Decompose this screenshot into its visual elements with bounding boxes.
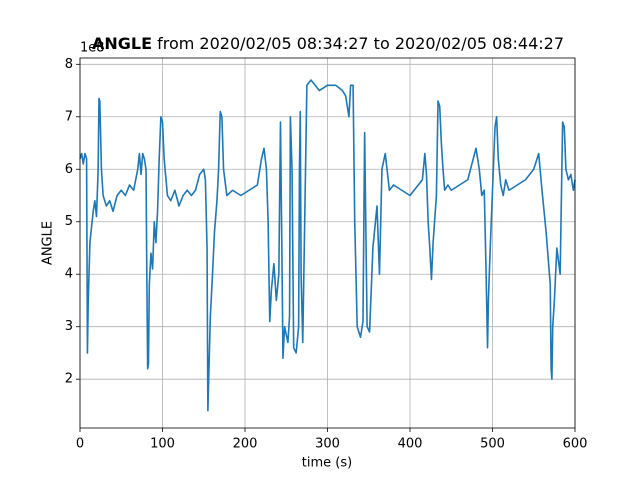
y-axis-label: ANGLE	[41, 221, 56, 265]
title-bold: ANGLE	[92, 34, 152, 53]
title-rest: from 2020/02/05 08:34:27 to 2020/02/05 0…	[157, 34, 564, 53]
x-tick-label: 300	[315, 437, 340, 452]
y-tick-label: 6	[65, 162, 73, 177]
x-tick-label: 100	[150, 437, 175, 452]
y-tick-label: 2	[65, 372, 73, 387]
x-axis-label: time (s)	[302, 456, 352, 471]
plot-frame	[79, 57, 576, 429]
y-tick-label: 8	[65, 57, 73, 72]
data-line	[79, 79, 576, 412]
y-tick-label: 4	[65, 267, 73, 282]
y-offset-label: 1e8	[80, 41, 105, 56]
y-tick-label: 7	[65, 109, 73, 124]
y-tick-label: 5	[65, 214, 73, 229]
y-tick-label: 3	[65, 319, 73, 334]
chart-title: ANGLE from 2020/02/05 08:34:27 to 2020/0…	[92, 34, 564, 53]
x-tick-label: 600	[563, 437, 588, 452]
x-tick-label: 200	[233, 437, 258, 452]
x-tick-label: 400	[398, 437, 423, 452]
x-tick-label: 0	[76, 437, 84, 452]
x-tick-label: 500	[480, 437, 505, 452]
